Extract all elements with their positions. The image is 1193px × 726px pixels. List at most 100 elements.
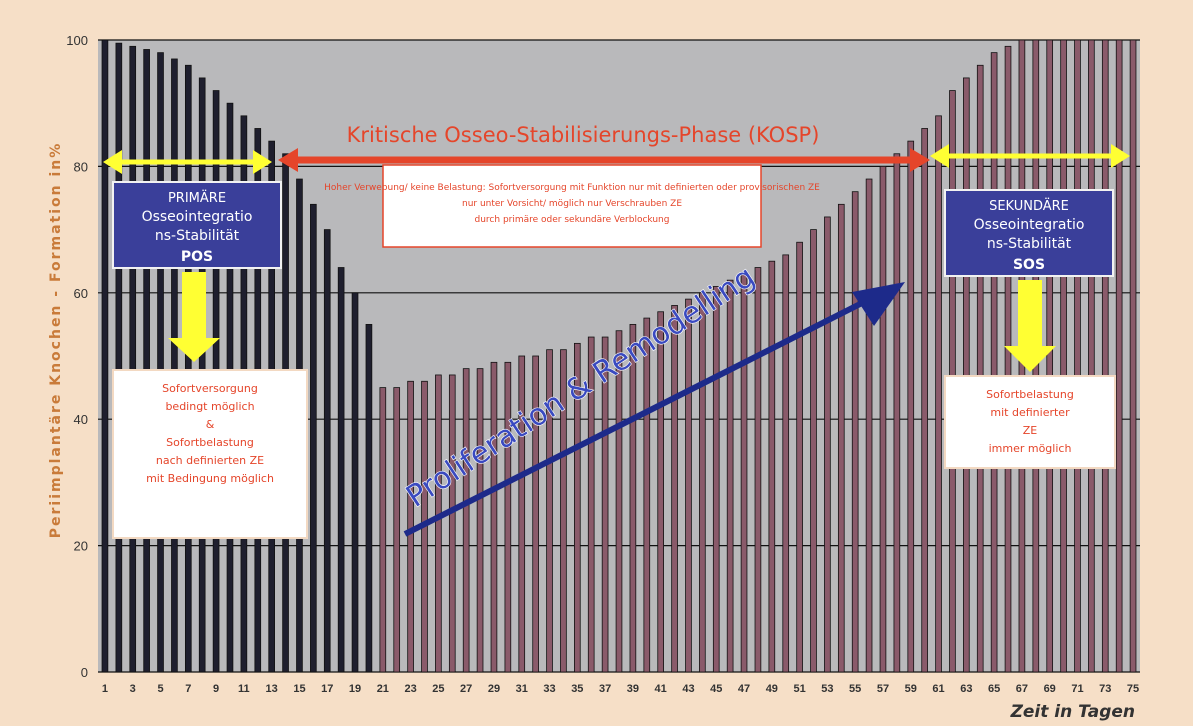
bar-day-55: [851, 191, 859, 673]
x-tick-label: 13: [266, 683, 278, 695]
bar-day-61: [935, 115, 942, 673]
pos-line-2: Osseointegratio: [142, 209, 253, 225]
bar-day-45: [712, 286, 720, 673]
x-tick-label: 15: [293, 683, 305, 695]
bar-day-27: [462, 368, 470, 673]
bar-day-59: [907, 140, 915, 673]
y-tick-label: 60: [74, 286, 88, 301]
left-note-2: bedingt möglich: [165, 400, 254, 413]
sos-yellow-arrow: [930, 144, 1130, 168]
kosp-info-line-3: durch primäre oder sekundäre Verblockung: [475, 215, 670, 225]
y-tick-label: 20: [74, 539, 88, 554]
right-note-1: Sofortbelastung: [986, 388, 1074, 401]
right-note-4: immer möglich: [989, 442, 1072, 455]
pos-line-1: PRIMÄRE: [168, 190, 226, 206]
bar-day-65: [990, 52, 998, 673]
x-tick-label: 61: [932, 683, 944, 695]
x-tick-label: 65: [988, 683, 1000, 695]
x-tick-label: 73: [1099, 683, 1111, 695]
sos-line-3: ns-Stabilität: [987, 236, 1072, 252]
bar-day-26: [448, 374, 456, 673]
right-note-box: [944, 375, 1116, 469]
bar-day-21: [379, 387, 387, 673]
bar-day-53: [824, 216, 831, 673]
right-note-3: ZE: [1023, 424, 1038, 437]
x-tick-label: 43: [682, 683, 694, 695]
kosp-info-box: [382, 164, 762, 248]
bar-day-60: [921, 128, 928, 673]
x-tick-label: 19: [349, 683, 361, 695]
x-tick-label: 55: [849, 683, 861, 695]
pos-line-3: ns-Stabilität: [155, 228, 240, 244]
bar-day-20: [365, 323, 373, 673]
x-tick-label: 3: [130, 683, 136, 695]
pos-yellow-arrow: [103, 150, 272, 174]
bar-day-19: [351, 292, 359, 673]
x-tick-label: 49: [766, 683, 778, 695]
y-tick-label: 100: [66, 33, 88, 48]
proliferation-arrow: [403, 282, 905, 537]
bar-day-75: [1129, 39, 1137, 673]
pos-abbr: POS: [181, 249, 213, 265]
x-tick-label: 71: [1071, 683, 1083, 695]
bar-day-47: [740, 273, 748, 673]
x-tick-label: 37: [599, 683, 611, 695]
x-tick-label: 25: [432, 683, 444, 695]
kosp-title: Kritische Osseo-Stabilisierungs-Phase (K…: [347, 123, 820, 147]
bar-day-42: [671, 305, 678, 673]
x-tick-label: 63: [960, 683, 972, 695]
x-tick-label: 9: [213, 683, 219, 695]
x-tick-label: 53: [821, 683, 833, 695]
bar-day-29: [490, 361, 498, 673]
x-tick-label: 41: [655, 683, 667, 695]
bar-day-30: [504, 361, 512, 673]
bar-day-39: [629, 323, 637, 673]
kosp-info-line-2: nur unter Vorsicht/ möglich nur Verschra…: [462, 199, 682, 209]
right-note-2: mit definierter: [990, 406, 1070, 419]
bar-day-1: [101, 39, 109, 673]
left-note-6: mit Bedingung möglich: [146, 472, 274, 485]
bar-day-49: [768, 260, 776, 673]
x-tick-label: 1: [102, 683, 108, 695]
y-tick-label: 40: [74, 412, 88, 427]
y-tick-label: 80: [74, 159, 88, 174]
x-tick-label: 21: [377, 683, 389, 695]
x-tick-label: 31: [516, 683, 528, 695]
bar-day-46: [726, 279, 734, 673]
pos-box: [112, 181, 282, 269]
bar-day-50: [782, 254, 790, 673]
bar-day-56: [865, 178, 873, 673]
bar-day-22: [393, 387, 401, 673]
x-tick-label: 45: [710, 683, 722, 695]
x-ticks: 1 3 5 7 9 11 13 15 17 19 21 23 25 27 29 31 33 35 37 39 41 43 4…: [102, 683, 1139, 695]
x-axis-label: Zeit in Tagen: [1010, 702, 1135, 722]
bar-day-51: [796, 241, 803, 673]
bar-day-38: [615, 330, 623, 673]
bar-day-52: [810, 229, 817, 673]
y-axis-label: Periimplantäre Knochen - Formation in%: [48, 142, 64, 539]
sos-abbr: SOS: [1013, 257, 1045, 273]
bar-day-25: [435, 374, 442, 673]
pos-down-arrow: [168, 272, 220, 362]
x-tick-label: 69: [1044, 683, 1056, 695]
x-tick-label: 51: [793, 683, 805, 695]
bar-day-18: [337, 267, 345, 673]
kosp-arrow: [278, 148, 930, 172]
x-tick-label: 29: [488, 683, 500, 695]
bar-day-4: [143, 49, 150, 673]
x-tick-label: 39: [627, 683, 639, 695]
sos-line-2: Osseointegratio: [974, 217, 1085, 233]
bar-day-40: [643, 317, 651, 673]
x-tick-label: 23: [404, 683, 416, 695]
bar-day-58: [893, 153, 901, 673]
bar-day-2: [115, 42, 123, 673]
left-note-5: nach definierten ZE: [156, 454, 264, 467]
bar-day-17: [323, 229, 331, 673]
bar-day-44: [699, 292, 706, 673]
bar-day-33: [546, 349, 553, 673]
left-note-box: [112, 369, 308, 539]
y-tick-label: 0: [81, 665, 88, 680]
bar-day-6: [171, 58, 178, 673]
